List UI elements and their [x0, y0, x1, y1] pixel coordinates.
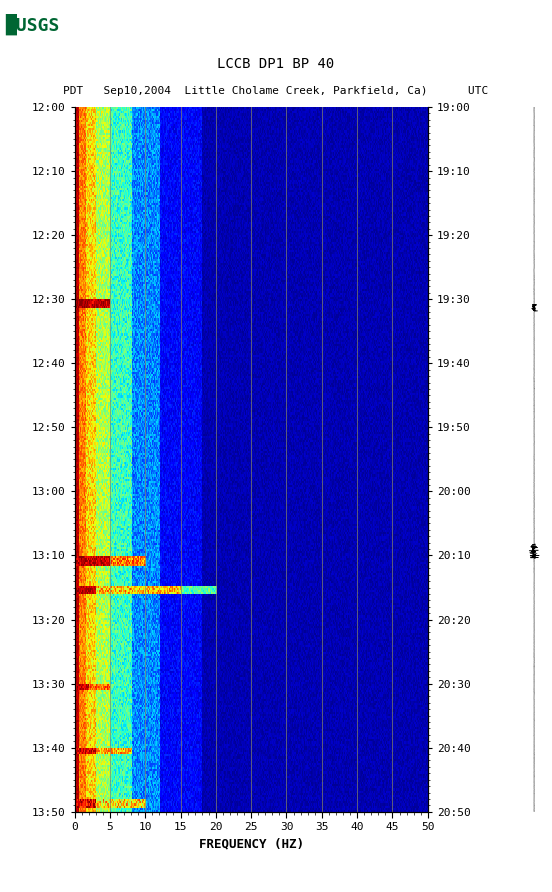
Text: █USGS: █USGS: [6, 13, 60, 35]
Text: PDT   Sep10,2004  Little Cholame Creek, Parkfield, Ca)      UTC: PDT Sep10,2004 Little Cholame Creek, Par…: [63, 87, 489, 96]
X-axis label: FREQUENCY (HZ): FREQUENCY (HZ): [199, 838, 304, 851]
Text: LCCB DP1 BP 40: LCCB DP1 BP 40: [217, 57, 335, 71]
